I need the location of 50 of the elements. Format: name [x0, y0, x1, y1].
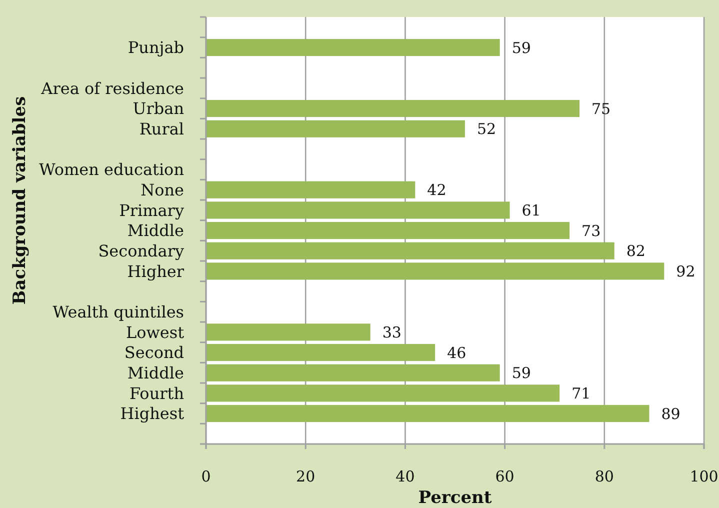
- data-label: 92: [676, 262, 696, 280]
- data-label: 61: [522, 201, 541, 220]
- x-tick-label: 80: [594, 468, 614, 486]
- data-label: 46: [447, 344, 466, 362]
- bar: [206, 324, 370, 341]
- bar: [206, 384, 560, 402]
- data-label: 75: [592, 100, 611, 118]
- bar: [206, 222, 570, 240]
- x-tick-label: 40: [396, 468, 415, 486]
- bar: [206, 242, 614, 260]
- y-tick-label: Second: [124, 343, 184, 362]
- data-label: 89: [661, 404, 680, 423]
- bar: [206, 100, 580, 118]
- y-tick-label: None: [140, 180, 184, 200]
- y-tick-label: Highest: [120, 404, 185, 424]
- y-tick-label: Lowest: [126, 322, 185, 342]
- data-label: 42: [427, 181, 446, 200]
- data-label: 33: [382, 323, 402, 342]
- x-tick-label: 60: [495, 468, 514, 486]
- y-axis-title: Background variables: [10, 96, 30, 305]
- bar: [206, 120, 465, 138]
- bar: [206, 262, 664, 280]
- bar: [206, 364, 500, 382]
- bar: [206, 344, 436, 362]
- bar: [206, 38, 500, 56]
- y-tick-label: Secondary: [98, 241, 184, 260]
- y-tick-label: Wealth quintiles: [52, 302, 184, 322]
- y-tick-label: Middle: [127, 221, 184, 240]
- y-tick-label: Urban: [132, 99, 184, 118]
- data-label: 71: [572, 384, 591, 402]
- bar: [206, 202, 510, 219]
- y-tick-label: Rural: [139, 119, 184, 138]
- y-tick-label: Middle: [127, 363, 184, 382]
- x-tick-label: 100: [690, 468, 718, 486]
- x-tick-label: 20: [296, 468, 316, 486]
- y-tick-label: Higher: [127, 262, 184, 281]
- x-tick-label: 0: [201, 468, 211, 486]
- data-label: 82: [626, 242, 646, 260]
- x-axis-title: Percent: [418, 488, 492, 508]
- y-tick-label: Punjab: [128, 38, 184, 58]
- data-label: 59: [512, 38, 531, 57]
- y-tick-label: Primary: [119, 200, 184, 220]
- data-label: 59: [512, 364, 531, 382]
- y-tick-label: Women education: [38, 160, 184, 180]
- bar: [206, 181, 416, 198]
- y-tick-label: Fourth: [129, 384, 184, 403]
- y-tick-label: Area of residence: [40, 78, 184, 98]
- data-label: 73: [582, 222, 601, 240]
- bar: [206, 404, 650, 422]
- data-label: 52: [476, 120, 496, 138]
